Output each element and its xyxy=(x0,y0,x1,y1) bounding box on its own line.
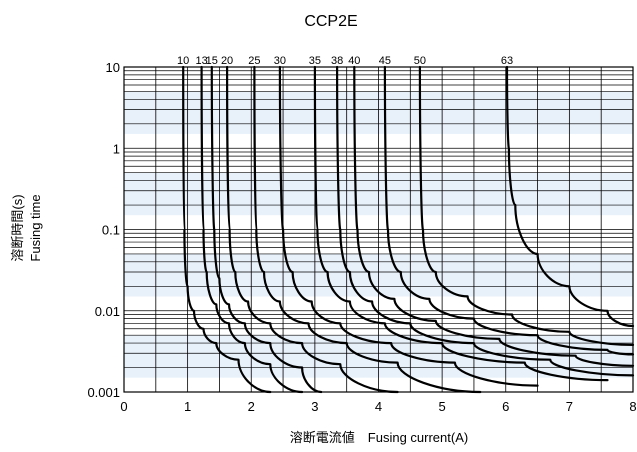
series-label-25: 25 xyxy=(248,55,260,67)
x-tick-label: 7 xyxy=(566,399,573,414)
x-tick-label: 3 xyxy=(311,399,318,414)
series-line-63 xyxy=(505,65,635,328)
series-line-50 xyxy=(418,65,635,346)
x-tick-label: 5 xyxy=(439,399,446,414)
series-line-30 xyxy=(278,65,539,387)
series-label-13: 13 xyxy=(195,55,207,67)
x-axis-ticks: 0 1 2 3 4 5 6 7 8 xyxy=(120,399,636,414)
x-tick-label: 8 xyxy=(629,399,636,414)
x-tick-label: 0 xyxy=(120,399,127,414)
y-tick-label: 0.001 xyxy=(87,385,120,400)
series-label-63: 63 xyxy=(501,55,513,67)
series-label-38: 38 xyxy=(331,55,343,67)
series-line-10 xyxy=(182,65,272,394)
y-tick-label: 1 xyxy=(113,141,120,156)
y-axis-ticks: 10 1 0.1 0.01 0.001 xyxy=(87,60,120,400)
x-tick-label: 2 xyxy=(248,399,255,414)
series-label-35: 35 xyxy=(309,55,321,67)
series-line-13 xyxy=(200,65,304,394)
series-label-40: 40 xyxy=(348,55,360,67)
series-line-35 xyxy=(313,65,609,382)
series-label-20: 20 xyxy=(221,55,233,67)
series-line-20 xyxy=(226,65,399,394)
grid xyxy=(123,66,634,393)
x-tick-label: 6 xyxy=(502,399,509,414)
y-tick-label: 10 xyxy=(106,60,120,75)
plot-frame xyxy=(123,66,634,393)
y-tick-label: 0.01 xyxy=(95,304,120,319)
series-label-30: 30 xyxy=(274,55,286,67)
series-label-10: 10 xyxy=(177,55,189,67)
series-label-15: 15 xyxy=(206,55,218,67)
x-tick-label: 1 xyxy=(184,399,191,414)
series-line-45 xyxy=(383,65,635,356)
y-axis-label-line1: 溶断時間(s) xyxy=(10,194,25,261)
y-tick-label: 0.1 xyxy=(102,223,120,238)
series-line-25 xyxy=(253,65,482,394)
series-line-38 xyxy=(336,65,635,377)
series-line-15 xyxy=(210,65,323,394)
series-label-45: 45 xyxy=(379,55,391,67)
x-axis-label: 溶断電流値 Fusing current(A) xyxy=(290,430,468,445)
series-label-50: 50 xyxy=(414,55,426,67)
x-tick-label: 4 xyxy=(375,399,382,414)
series-lines xyxy=(182,65,635,394)
series-line-40 xyxy=(353,65,635,367)
chart-title: CCP2E xyxy=(304,13,357,30)
y-axis-label-line2: Fusing time xyxy=(28,194,43,261)
